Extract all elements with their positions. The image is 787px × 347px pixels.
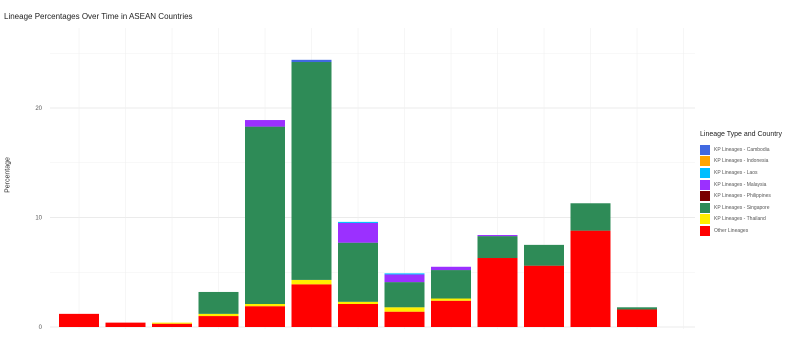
bar-segment-kp-lineages-malaysia (431, 266, 471, 271)
legend-label: KP Lineages - Laos (714, 169, 758, 176)
bar-segment-other-lineages (245, 306, 285, 327)
legend-label: KP Lineages - Thailand (714, 216, 766, 223)
bar-segment-kp-lineages-thailand (245, 304, 285, 307)
bar-segment-other-lineages (477, 258, 518, 327)
bar-segment-kp-lineages-thailand (198, 313, 239, 317)
legend-item: KP Lineages - Philippines (700, 190, 787, 202)
legend-item: KP Lineages - Indonesia (700, 156, 787, 168)
bar-segment-kp-lineages-thailand (384, 307, 425, 312)
bar-segment-kp-lineages-malaysia (477, 235, 518, 237)
bar-segment-kp-lineages-thailand (338, 301, 378, 305)
legend-swatch (700, 167, 710, 178)
bar-segment-kp-lineages-singapore (617, 307, 657, 310)
bar-segment-kp-lineages-singapore (524, 244, 564, 266)
bar-segment-other-lineages (617, 309, 657, 327)
bar-segment-kp-lineages-laos (384, 273, 425, 275)
legend-label: Other Lineages (714, 227, 749, 234)
bar-segment-other-lineages (152, 323, 192, 327)
bar-segment-other-lineages (570, 230, 611, 327)
bar-segment-kp-lineages-laos (338, 221, 378, 223)
bar-segment-kp-lineages-malaysia (338, 222, 378, 243)
bar-segment-other-lineages (524, 265, 564, 327)
y-tick-label: 20 (35, 106, 42, 112)
legend-item: KP Lineages - Thailand (700, 214, 787, 226)
bar-segment-kp-lineages-singapore (431, 270, 471, 299)
legend-swatch (700, 214, 710, 225)
bar-segment-kp-lineages-singapore (570, 203, 611, 231)
legend-item: KP Lineages - Cambodia (700, 144, 787, 156)
legend-item: Other Lineages (700, 225, 787, 237)
bar-segment-kp-lineages-malaysia (245, 120, 285, 127)
legend-label: KP Lineages - Cambodia (714, 146, 770, 153)
bars-layer (59, 59, 657, 327)
legend-label: KP Lineages - Indonesia (714, 158, 769, 165)
bar-segment-kp-lineages-thailand (152, 322, 192, 324)
bar-segment-kp-lineages-singapore (338, 242, 378, 302)
bar-segment-kp-lineages-malaysia (384, 274, 425, 283)
bar-segment-other-lineages (105, 322, 146, 327)
bar-segment-kp-lineages-singapore (198, 291, 239, 314)
legend: Lineage Type and Country KP Lineages - C… (700, 131, 787, 237)
legend-item: KP Lineages - Singapore (700, 202, 787, 214)
legend-items: KP Lineages - Cambodia KP Lineages - Indo… (700, 144, 787, 237)
legend-label: KP Lineages - Malaysia (714, 181, 767, 188)
legend-item: KP Lineages - Malaysia (700, 179, 787, 191)
bar-segment-kp-lineages-singapore (477, 236, 518, 259)
bar-segment-other-lineages (291, 284, 332, 327)
legend-swatch (700, 156, 710, 167)
legend-swatch (700, 202, 710, 213)
bar-segment-other-lineages (198, 316, 239, 327)
bar-segment-kp-lineages-thailand (291, 279, 332, 285)
bar-segment-kp-lineages-cambodia (291, 59, 332, 63)
y-tick-label: 0 (39, 325, 43, 331)
bar-segment-other-lineages (59, 313, 99, 327)
legend-swatch (700, 225, 710, 236)
bar-segment-kp-lineages-singapore (291, 62, 332, 280)
bar-segment-other-lineages (431, 300, 471, 327)
bar-segment-other-lineages (384, 311, 425, 327)
legend-swatch (700, 179, 710, 190)
legend-title: Lineage Type and Country (700, 131, 782, 138)
bar-segment-kp-lineages-singapore (384, 282, 425, 308)
legend-item: KP Lineages - Laos (700, 167, 787, 179)
legend-label: KP Lineages - Philippines (714, 193, 771, 200)
legend-label: KP Lineages - Singapore (714, 204, 770, 211)
y-tick-label: 10 (35, 216, 42, 222)
bar-segment-kp-lineages-singapore (245, 126, 285, 305)
bar-segment-kp-lineages-thailand (431, 298, 471, 301)
chart-title: Lineage Percentages Over Time in ASEAN C… (4, 12, 193, 21)
legend-swatch (700, 144, 710, 155)
bar-segment-other-lineages (338, 304, 378, 327)
legend-swatch (700, 191, 710, 202)
y-tick-layer: 0 10 20 (35, 106, 42, 331)
